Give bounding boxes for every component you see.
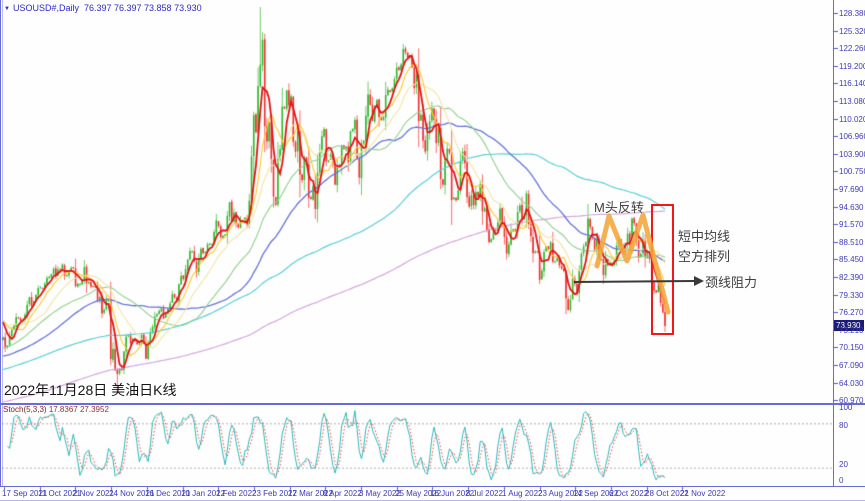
ohlc-values: 76.397 76.397 73.858 73.930 xyxy=(83,3,202,13)
annotation-ma-line1[interactable]: 短中均线 xyxy=(678,229,731,244)
price-axis-label: 64.030 xyxy=(839,378,864,388)
price-axis-label: 106.960 xyxy=(839,132,865,142)
date-label: 17 Sep 2021 xyxy=(2,489,48,498)
price-axis-label: 76.270 xyxy=(839,308,864,318)
time-axis-border xyxy=(0,486,865,487)
panel-separator[interactable] xyxy=(0,403,865,405)
price-axis-label: 94.630 xyxy=(839,202,864,212)
date-label: 16 Dec 2021 xyxy=(145,489,191,498)
price-axis-label: 60.970 xyxy=(839,396,864,406)
annotation-ma-line2[interactable]: 空方排列 xyxy=(678,249,731,264)
annotation-m-top[interactable]: M头反转 xyxy=(594,200,644,215)
price-axis-label: 82.390 xyxy=(839,273,864,282)
left-border xyxy=(0,0,1,487)
date-label: 25 May 2022 xyxy=(395,489,442,498)
date-label: 3 May 2022 xyxy=(359,489,401,498)
symbol-dropdown-icon[interactable]: ▼ xyxy=(4,6,10,12)
stoch-scale-label: 20 xyxy=(839,460,848,469)
price-axis-label: 113.080 xyxy=(839,97,865,106)
price-axis-label: 67.090 xyxy=(839,361,864,370)
stoch-indicator-label: Stoch(5,3,3) 17.8367 27.3952 xyxy=(3,405,109,414)
date-label: 24 Nov 2021 xyxy=(109,489,155,498)
left-border-inner xyxy=(2,0,3,487)
stoch-scale-label: 100 xyxy=(839,403,853,412)
price-axis-label: 125.320 xyxy=(839,26,865,36)
price-axis-label: 97.690 xyxy=(839,185,864,194)
stoch-d-value: 27.3952 xyxy=(79,405,109,414)
date-label: 21 Nov 2022 xyxy=(680,489,726,498)
price-axis-label: 70.150 xyxy=(839,343,864,353)
price-axis-label: 122.260 xyxy=(839,44,865,54)
price-axis-label: 110.020 xyxy=(839,114,865,124)
date-label: 2 Nov 2021 xyxy=(73,489,114,498)
price-axis-label: 119.200 xyxy=(839,61,865,71)
axis-border xyxy=(833,0,834,487)
chart-caption: 2022年11月28日 美油日K线 xyxy=(4,382,177,398)
chart-title: ▼ USOUSD#,Daily 76.397 76.397 73.858 73.9… xyxy=(4,3,202,13)
date-label: 10 Jan 2022 xyxy=(181,489,226,498)
price-axis-label: 116.140 xyxy=(839,79,865,89)
date-label: 1 Feb 2022 xyxy=(216,489,257,498)
price-axis-label: 91.570 xyxy=(839,220,864,230)
date-label: 16 Jun 2022 xyxy=(430,489,475,498)
date-label: 11 Oct 2021 xyxy=(38,489,81,498)
date-label: 6 Oct 2022 xyxy=(609,489,649,498)
price-axis-label: 103.900 xyxy=(839,149,865,159)
price-axis-label: 128.380 xyxy=(839,9,865,18)
stoch-name: Stoch(5,3,3) xyxy=(3,405,47,414)
stoch-scale-label: 0 xyxy=(839,476,844,485)
breakdown-rectangle[interactable] xyxy=(651,204,674,335)
current-price-badge: 73.930 xyxy=(834,320,864,331)
date-label: 8 Apr 2022 xyxy=(323,489,362,498)
date-label: 23 Aug 2022 xyxy=(538,489,583,498)
date-label: 8 Jul 2022 xyxy=(466,489,503,498)
date-label: 14 Sep 2022 xyxy=(573,489,619,498)
date-label: 28 Oct 2022 xyxy=(645,489,689,498)
date-label: 17 Mar 2022 xyxy=(288,489,333,498)
price-axis-label: 85.450 xyxy=(839,255,864,265)
symbol-label: USOUSD#,Daily xyxy=(12,3,79,13)
stoch-k-value: 17.8367 xyxy=(48,405,78,414)
price-axis-label: 88.510 xyxy=(839,237,864,247)
date-label: 23 Feb 2022 xyxy=(252,489,297,498)
stoch-scale-label: 80 xyxy=(839,421,848,430)
price-axis-label: 100.750 xyxy=(839,167,865,177)
price-axis-label: 73.210 xyxy=(839,325,864,335)
price-axis-label: 79.330 xyxy=(839,290,864,300)
annotation-neckline[interactable]: 颈线阻力 xyxy=(705,275,758,290)
date-label: 1 Aug 2022 xyxy=(502,489,543,498)
